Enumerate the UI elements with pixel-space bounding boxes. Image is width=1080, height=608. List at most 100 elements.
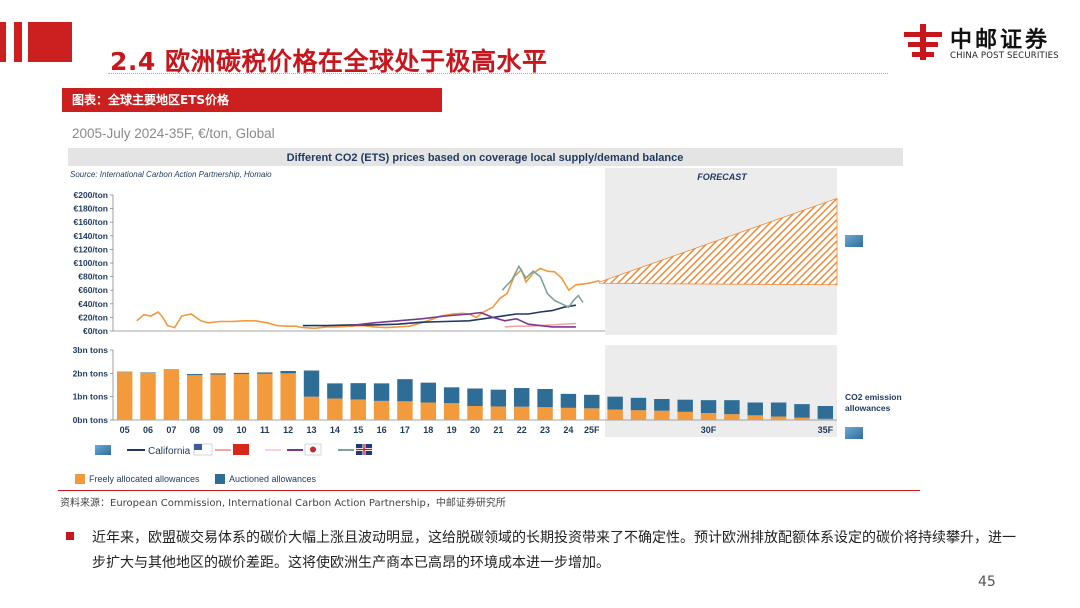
- x-tick-label: 19: [447, 425, 457, 435]
- legend-auctioned-label: Auctioned allowances: [229, 474, 317, 484]
- eu-flag-icon: [845, 427, 863, 439]
- x-tick-label: 16: [377, 425, 387, 435]
- x-tick-label: 15: [353, 425, 363, 435]
- series-line-uk: [501, 264, 584, 309]
- body-paragraph: 近年来，欧盟碳交易体系的碳价大幅上涨且波动明显，这给脱碳领域的长期投资带来了不确…: [92, 530, 1016, 571]
- series-line-california: [302, 304, 577, 327]
- x-tick-label: 08: [190, 425, 200, 435]
- forecast-band: [599, 197, 838, 286]
- bar-y-tick-label: 1bn tons: [73, 392, 109, 402]
- bar-freely-19: [443, 403, 460, 420]
- line-y-tick-label: €40/ton: [78, 299, 108, 309]
- figure-banner: 图表：全球主要地区ETS价格: [62, 88, 442, 112]
- bar-freely-28F: [654, 410, 670, 420]
- brand-subtitle: CHINA POST SECURITIES: [950, 51, 1059, 61]
- china-post-logo-icon: [904, 24, 942, 60]
- bar-auctioned-18: [420, 382, 436, 403]
- bar-auctioned-12: [280, 371, 296, 374]
- bar-auctioned-23: [537, 388, 553, 408]
- page-title: 2.4 欧洲碳税价格在全球处于极高水平: [110, 47, 548, 76]
- bar-freely-09: [210, 374, 226, 420]
- bar-auctioned-29F: [677, 399, 693, 412]
- bar-freely-23: [537, 407, 553, 420]
- bar-freely-34F: [794, 417, 810, 420]
- chart-source-line: Source: International Carbon Action Part…: [70, 170, 272, 179]
- bar-auctioned-35F: [817, 406, 834, 419]
- bar-auctioned-27F: [630, 397, 647, 411]
- bar-auctioned-32F: [747, 402, 763, 416]
- line-y-tick-label: €140/ton: [74, 231, 109, 241]
- bar-auctioned-14: [327, 383, 343, 399]
- bar-auctioned-09: [210, 373, 226, 375]
- series-line-eu: [136, 267, 600, 330]
- line-series: [136, 264, 600, 330]
- series-line-korea: [350, 311, 576, 328]
- x-tick-label: 24: [563, 425, 573, 435]
- bar-auctioned-20: [467, 388, 483, 406]
- paragraph-bullet-icon: [66, 532, 74, 540]
- x-tick-label: 25F: [584, 425, 600, 435]
- us-flag-canton: [194, 444, 202, 450]
- bar-freely-35F: [817, 418, 834, 420]
- bar-freely-13: [303, 396, 320, 420]
- bar-auctioned-08: [187, 374, 203, 376]
- bar-freely-26F: [607, 409, 623, 420]
- bar-auctioned-15: [350, 383, 366, 400]
- bar-auctioned-26F: [607, 396, 623, 410]
- bar-freely-31F: [724, 414, 740, 420]
- line-y-tick-label: €160/ton: [74, 217, 109, 227]
- bar-auctioned-21: [490, 389, 507, 407]
- bar-freely-12: [280, 373, 296, 420]
- bar-freely-05: [116, 372, 133, 420]
- bar-auctioned-31F: [724, 400, 740, 415]
- chart-title: Different CO2 (ETS) prices based on cove…: [287, 152, 684, 164]
- legend-california-label: California: [148, 446, 191, 457]
- bar-freely-24: [560, 407, 577, 420]
- x-tick-label: 21: [493, 425, 503, 435]
- figure-subtitle: 2005-July 2024-35F, €/ton, Global: [72, 126, 275, 141]
- china-flag-icon: [233, 444, 249, 455]
- side-label-allowances: CO2 emission allowances: [845, 392, 902, 413]
- legend-auctioned-swatch: [215, 474, 225, 484]
- bar-freely-08: [187, 375, 203, 420]
- korea-flag-circle: [310, 446, 316, 453]
- forecast-band-area: [599, 197, 838, 286]
- x-tick-label: 11: [260, 425, 270, 435]
- bar-auctioned-34F: [794, 404, 810, 418]
- ets-price-chart: Different CO2 (ETS) prices based on cove…: [68, 148, 903, 484]
- accent-bar-2: [14, 22, 22, 62]
- bar-y-tick-label: 2bn tons: [73, 368, 109, 378]
- bar-freely-21: [490, 406, 507, 420]
- bar-auctioned-24: [560, 393, 577, 408]
- bar-auctioned-33F: [770, 402, 787, 417]
- x-tick-label: 07: [166, 425, 176, 435]
- line-y-tick-label: €20/ton: [78, 312, 108, 322]
- bar-freely-25F: [584, 408, 600, 420]
- x-tick-label: 18: [423, 425, 433, 435]
- bar-auctioned-28F: [654, 399, 670, 411]
- bar-freely-22: [514, 406, 530, 420]
- bar-freely-27F: [630, 410, 647, 420]
- x-tick-label: 06: [143, 425, 153, 435]
- bar-freely-07: [163, 369, 180, 420]
- source-note: 资料来源：European Commission, International …: [60, 498, 506, 509]
- bar-freely-14: [327, 398, 343, 420]
- x-tick-label: 12: [283, 425, 293, 435]
- legend-freely-label: Freely allocated allowances: [89, 474, 200, 484]
- line-y-tick-label: €120/ton: [74, 244, 109, 254]
- bar-auctioned-25F: [584, 394, 600, 409]
- x-tick-label: 05: [120, 425, 130, 435]
- line-chart-axes: €0/ton €20/ton €40/ton €60/ton €80/ton €100/t…: [74, 190, 605, 336]
- bar-auctioned-16: [373, 383, 390, 401]
- bar-freely-32F: [747, 415, 763, 420]
- x-tick-label: 23: [540, 425, 550, 435]
- bar-y-tick-label: 3bn tons: [73, 345, 109, 355]
- title-divider: [108, 73, 888, 74]
- bar-auctioned-10: [233, 372, 250, 375]
- bar-auctioned-22: [514, 388, 530, 407]
- source-divider: [58, 490, 920, 491]
- x-axis-labels: 05 06 07 08 09 10 11 12 13 14 15 16 17 18 19 20 21 22 23 24…: [120, 425, 834, 435]
- bar-freely-06: [140, 372, 156, 420]
- legend-eu-flag-icon: [95, 445, 111, 455]
- bar-y-tick-label: 0bn tons: [73, 415, 109, 425]
